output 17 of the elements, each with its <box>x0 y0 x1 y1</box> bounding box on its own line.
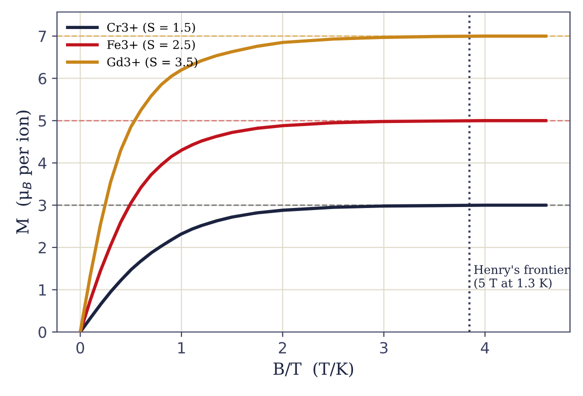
legend-label: Cr3+ (S = 1.5) <box>107 22 195 34</box>
y-axis-title: M (μ$_{B}$ per ion) <box>16 110 32 234</box>
y-tick-label: 5 <box>38 115 46 127</box>
x-tick-label: 2 <box>278 342 286 354</box>
x-tick-label: 4 <box>480 342 490 354</box>
x-tick-label: 3 <box>380 342 388 354</box>
x-tick-label: 1 <box>178 342 185 354</box>
y-tick-label: 1 <box>39 284 46 296</box>
y-tick-label: 6 <box>38 72 46 84</box>
y-tick-label: 0 <box>38 326 46 338</box>
y-tick-label: 7 <box>38 30 46 42</box>
y-tick-label: 4 <box>38 158 46 169</box>
legend-label: Fe3+ (S = 2.5) <box>107 40 195 51</box>
x-tick-label: 0 <box>76 342 84 354</box>
y-tick-label: 2 <box>38 242 46 254</box>
y-tick-label: 3 <box>38 200 46 212</box>
x-axis-title: B/T (T/K) <box>274 362 354 378</box>
